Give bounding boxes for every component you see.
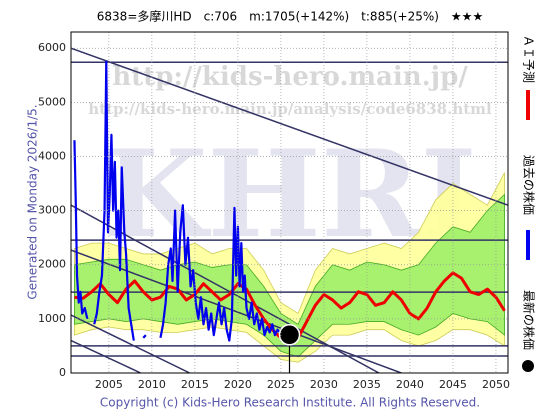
y-tick-label: 3000 xyxy=(38,204,66,217)
x-tick-label: 2035 xyxy=(353,378,381,391)
chart-title: 6838=多摩川HD c:706 m:1705(+142%) t:885(+25… xyxy=(97,9,483,24)
trend-line xyxy=(71,314,191,373)
watermark: http://kids-hero.main.jp/analysis/code68… xyxy=(88,100,492,118)
y-tick-label: 4000 xyxy=(38,149,66,162)
latest-point xyxy=(278,324,301,346)
footer: Copyright (c) Kids-Hero Research Institu… xyxy=(100,396,480,410)
plot-area: http://kids-hero.main.jp/http://kids-her… xyxy=(71,47,508,373)
x-tick-label: 2005 xyxy=(95,378,123,391)
legend-label: 過去の株価 xyxy=(522,155,537,215)
y-tick-label: 0 xyxy=(59,366,66,379)
x-tick-label: 2030 xyxy=(310,378,338,391)
generated-note: Generated on Monday 2026/1/5. xyxy=(26,104,40,299)
x-tick-label: 2015 xyxy=(181,378,209,391)
y-tick-label: 5000 xyxy=(38,95,66,108)
legend-label: 最新の株価 xyxy=(522,290,537,350)
x-tick-label: 2010 xyxy=(138,378,166,391)
legend-label: ＡＩ予測 xyxy=(522,35,536,83)
y-tick-label: 1000 xyxy=(38,312,66,325)
plot-frame xyxy=(70,31,509,374)
trend-line xyxy=(71,339,141,373)
x-tick-label: 2050 xyxy=(482,378,510,391)
forecast-band xyxy=(74,193,505,358)
legend-swatch xyxy=(522,360,534,372)
trend-line xyxy=(71,47,508,206)
series-line xyxy=(73,60,287,342)
y-tick-label: 6000 xyxy=(38,41,66,54)
x-tick-label: 2045 xyxy=(439,378,467,391)
watermark: http://kids-hero.main.jp/ xyxy=(112,62,468,92)
y-tick-label: 2000 xyxy=(38,258,66,271)
x-tick-label: 2020 xyxy=(224,378,252,391)
x-tick-label: 2025 xyxy=(267,378,295,391)
x-tick-label: 2040 xyxy=(396,378,424,391)
